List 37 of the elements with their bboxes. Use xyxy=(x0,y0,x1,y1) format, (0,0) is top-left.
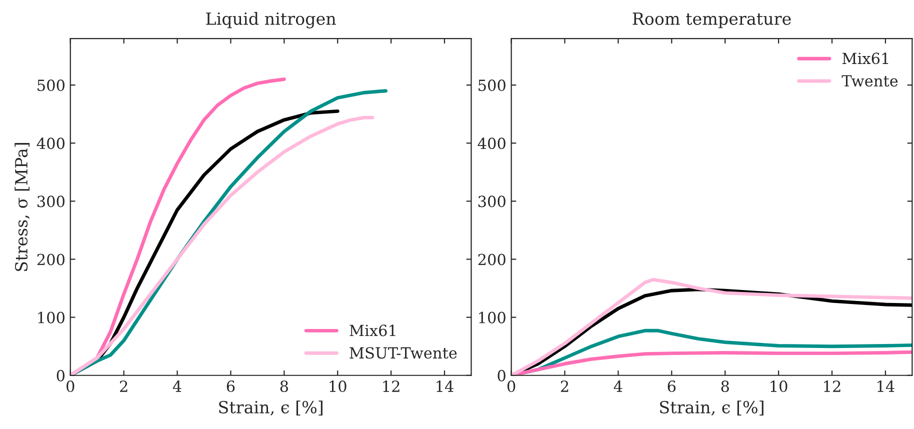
x-axis-title: Strain, ϵ [%] xyxy=(660,400,764,416)
legend-label: Mix61 xyxy=(842,52,888,64)
x-tick-label: 0 xyxy=(507,380,516,392)
legend-label: MSUT-Twente xyxy=(350,347,457,359)
x-tick-label: 0 xyxy=(66,380,74,392)
x-tick-label: 10 xyxy=(330,380,346,392)
x-tick-label: 2 xyxy=(120,380,128,392)
x-tick-label: 14 xyxy=(436,380,454,392)
x-tick-label: 8 xyxy=(721,380,729,392)
y-tick-label: 400 xyxy=(478,138,506,150)
y-tick-label: 500 xyxy=(38,80,64,92)
x-tick-label: 2 xyxy=(560,380,568,392)
y-tick-label: 500 xyxy=(478,80,506,92)
x-tick-label: 12 xyxy=(824,380,840,392)
x-tick-label: 10 xyxy=(770,380,788,392)
x-tick-label: 6 xyxy=(226,380,235,392)
legend-label: Twente xyxy=(842,75,898,87)
y-tick-label: 400 xyxy=(36,138,64,150)
y-tick-label: 200 xyxy=(37,254,64,266)
x-tick-label: 8 xyxy=(280,380,288,392)
y-tick-label: 300 xyxy=(38,196,64,208)
x-tick-label: 4 xyxy=(172,380,182,392)
y-tick-label: 0 xyxy=(498,370,506,382)
y-tick-label: 100 xyxy=(479,312,506,324)
x-axis-title: Strain, ϵ [%] xyxy=(219,400,322,416)
x-tick-label: 6 xyxy=(668,380,676,392)
y-tick-label: 300 xyxy=(478,196,506,208)
y-axis-title: Stress, σ [MPa] xyxy=(14,143,30,271)
chart-title: Room temperature xyxy=(632,12,791,28)
x-tick-label: 4 xyxy=(614,380,622,392)
legend-label: Mix61 xyxy=(350,324,396,336)
x-tick-label: 14 xyxy=(878,380,894,392)
y-tick-label: 100 xyxy=(38,312,64,324)
y-tick-label: 200 xyxy=(478,254,506,266)
x-tick-label: 12 xyxy=(383,380,400,392)
chart-title: Liquid nitrogen xyxy=(206,12,336,28)
y-tick-label: 0 xyxy=(56,370,64,382)
